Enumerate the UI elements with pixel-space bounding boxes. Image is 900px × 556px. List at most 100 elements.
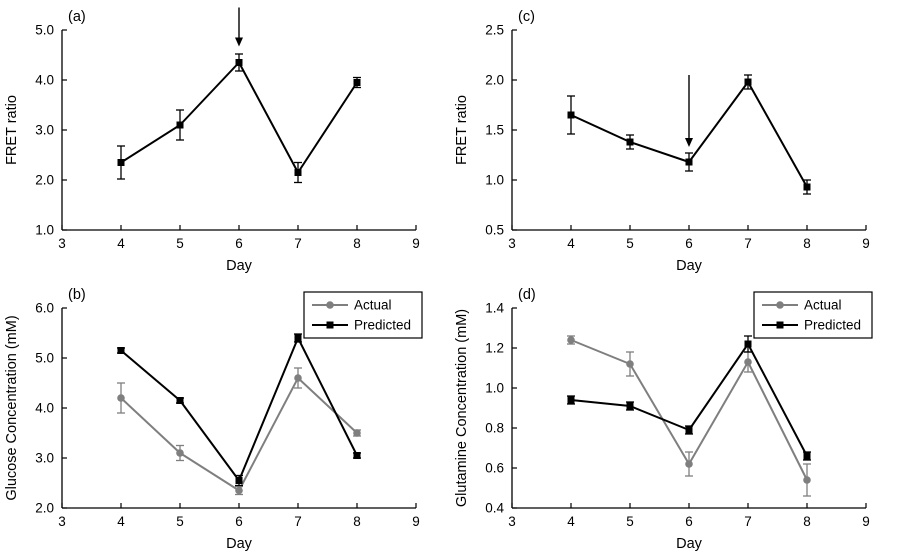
y-tick-label: 0.5: [485, 223, 504, 238]
x-tick-label: 7: [294, 514, 302, 529]
legend-box: [303, 291, 423, 339]
chart-svg-a: 3 4 5 6 7 8 9 1.0 2.0 3.0 4.0 5.0 Day FRET ratio (a): [4, 7, 420, 274]
x-axis-label: Day: [676, 536, 703, 552]
circle-marker: [744, 358, 752, 366]
x-tick-label: 6: [685, 236, 693, 251]
square-marker: [235, 477, 243, 484]
x-tick-label: 3: [58, 514, 66, 529]
x-tick-label: 9: [412, 236, 420, 251]
x-axis-label: Day: [226, 536, 253, 552]
x-tick-label: 6: [235, 514, 243, 529]
x-tick-label: 3: [508, 236, 516, 251]
x-tick-label: 5: [626, 514, 634, 529]
square-marker: [626, 138, 634, 146]
y-tick-label: 1.4: [485, 301, 504, 316]
square-marker: [567, 396, 575, 404]
panel-b-glucose-chart: 3 4 5 6 7 8 9 2.0 3.0 4.0 5.0 6.0 Day Glucose Concent…: [0, 278, 450, 556]
arrow-annotation: [685, 75, 693, 147]
panel-label: (c): [518, 9, 535, 25]
data-line: [120, 61, 358, 174]
y-axis-label: Glutamine Concentration (mM): [454, 309, 470, 507]
square-marker: [353, 452, 361, 459]
circle-marker: [685, 460, 693, 468]
chart-svg-b: 3 4 5 6 7 8 9 2.0 3.0 4.0 5.0 6.0 Day Glucose Concent…: [4, 287, 423, 552]
y-tick-label: 2.0: [35, 173, 54, 188]
legend-box: [753, 291, 873, 339]
panel-d-glutamine-chart: 3 4 5 6 7 8 9 0.4 0.6 0.8 1.0 1.2 1.4 Day Glutamine Co…: [450, 278, 900, 556]
arrowhead-icon: [235, 37, 243, 47]
circle-marker: [176, 449, 184, 457]
legend: Actual Predicted: [753, 291, 873, 339]
legend-entry-label: Predicted: [804, 318, 861, 333]
y-tick-label: 5.0: [35, 23, 54, 38]
y-tick-label: 3.0: [35, 123, 54, 138]
legend-entry-label: Predicted: [354, 318, 411, 333]
chart-svg-c: 3 4 5 6 7 8 9 0.5 1.0 1.5 2.0 2.5 Day FRET ratio (c): [454, 9, 870, 274]
square-marker: [744, 78, 752, 86]
y-axis-label: Glucose Concentration (mM): [4, 315, 20, 500]
x-axis-label: Day: [226, 258, 253, 274]
x-tick-label: 5: [176, 236, 184, 251]
circle-marker: [803, 476, 811, 484]
series-predicted: [117, 333, 361, 487]
y-tick-label: 1.2: [485, 341, 504, 356]
x-tick-label: 4: [567, 236, 575, 251]
series-fret-ratio: [117, 53, 361, 184]
x-tick-label: 4: [567, 514, 575, 529]
square-marker: [235, 59, 243, 66]
square-marker: [117, 159, 125, 166]
x-tick-label: 6: [235, 236, 243, 251]
y-tick-label: 1.0: [35, 223, 54, 238]
y-tick-label: 1.5: [485, 123, 504, 138]
series-actual: [567, 335, 811, 497]
x-tick-label: 5: [626, 236, 634, 251]
arrow-annotation: [235, 7, 243, 47]
square-marker: [803, 452, 811, 460]
legend-entry-label: Actual: [354, 298, 392, 313]
legend-square-marker: [326, 321, 334, 329]
circle-marker: [567, 336, 575, 344]
circle-marker: [626, 360, 634, 368]
x-tick-label: 5: [176, 514, 184, 529]
square-marker: [567, 111, 575, 119]
x-tick-label: 7: [744, 514, 752, 529]
data-line: [120, 377, 358, 492]
y-tick-label: 1.0: [485, 173, 504, 188]
x-tick-label: 7: [294, 236, 302, 251]
square-marker: [294, 169, 302, 176]
square-marker: [685, 158, 693, 166]
square-marker: [117, 347, 125, 354]
y-tick-label: 3.0: [35, 451, 54, 466]
legend: Actual Predicted: [303, 291, 423, 339]
y-tick-label: 4.0: [35, 401, 54, 416]
square-marker: [803, 183, 811, 191]
square-marker: [626, 402, 634, 410]
x-tick-label: 9: [412, 514, 420, 529]
y-tick-label: 5.0: [35, 351, 54, 366]
x-tick-label: 8: [803, 236, 811, 251]
circle-marker: [235, 486, 243, 495]
x-tick-label: 3: [58, 236, 66, 251]
x-tick-label: 4: [117, 236, 125, 251]
x-tick-label: 8: [353, 514, 361, 529]
circle-marker: [294, 374, 302, 382]
y-tick-label: 0.4: [485, 501, 504, 516]
circle-marker: [353, 429, 361, 437]
x-tick-label: 6: [685, 514, 693, 529]
data-line: [570, 343, 808, 457]
panel-label: (d): [518, 287, 536, 303]
x-tick-label: 9: [862, 514, 870, 529]
square-marker: [176, 397, 184, 404]
x-tick-label: 4: [117, 514, 125, 529]
series-fret-ratio: [567, 74, 811, 195]
panel-a-fret-ratio-chart: 3 4 5 6 7 8 9 1.0 2.0 3.0 4.0 5.0 Day FRET ratio (a): [0, 0, 450, 278]
y-tick-label: 6.0: [35, 301, 54, 316]
circle-marker: [117, 394, 125, 402]
y-tick-label: 2.0: [485, 73, 504, 88]
y-tick-label: 2.5: [485, 23, 504, 38]
square-marker: [685, 426, 693, 434]
panel-label: (b): [68, 287, 86, 303]
y-tick-label: 0.8: [485, 421, 504, 436]
legend-square-marker: [776, 321, 784, 329]
